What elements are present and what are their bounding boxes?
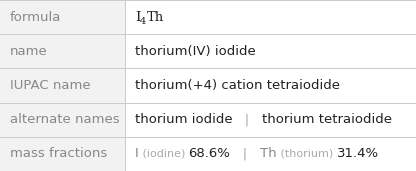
Text: mass fractions: mass fractions <box>10 147 107 160</box>
Bar <box>0 137 125 171</box>
Text: thorium tetraiodide: thorium tetraiodide <box>262 113 392 126</box>
Text: 68.6%: 68.6% <box>188 147 230 160</box>
Text: (thorium): (thorium) <box>277 149 337 159</box>
Text: 31.4%: 31.4% <box>337 147 379 160</box>
Text: thorium(IV) iodide: thorium(IV) iodide <box>135 45 255 58</box>
Text: Th: Th <box>146 11 163 24</box>
Text: I: I <box>135 11 140 24</box>
Text: alternate names: alternate names <box>10 113 120 126</box>
Text: |: | <box>233 113 262 126</box>
Text: thorium(+4) cation tetraiodide: thorium(+4) cation tetraiodide <box>135 79 340 92</box>
Text: Th: Th <box>260 147 277 160</box>
Text: thorium iodide: thorium iodide <box>135 113 233 126</box>
Text: IUPAC name: IUPAC name <box>10 79 91 92</box>
Bar <box>0 34 125 68</box>
Text: |: | <box>230 147 260 160</box>
Text: name: name <box>10 45 48 58</box>
Text: (iodine): (iodine) <box>139 149 188 159</box>
Bar <box>0 103 125 137</box>
Bar <box>0 68 125 103</box>
Text: 4: 4 <box>140 17 146 26</box>
Text: I: I <box>135 147 139 160</box>
Text: formula: formula <box>10 11 62 24</box>
Bar <box>0 0 125 34</box>
